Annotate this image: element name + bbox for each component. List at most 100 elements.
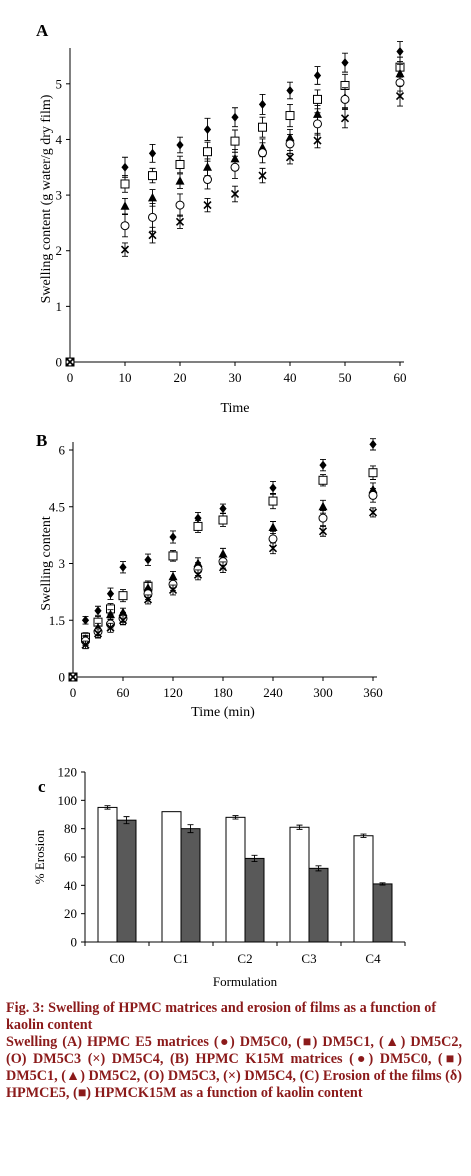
b-point-s4 [318, 527, 328, 536]
c-error-bar [187, 824, 194, 834]
cross-marker [143, 595, 153, 604]
diamond-marker [106, 589, 115, 599]
c-y-axis-title: % Erosion [32, 829, 47, 884]
c-y-tick-label: 20 [64, 906, 77, 921]
a-point-s3 [203, 175, 212, 185]
a-point-s1 [285, 111, 295, 121]
a-panel-label: A [36, 21, 49, 40]
b-point-s2 [143, 583, 153, 592]
c-error-bar [379, 882, 386, 886]
c-bar-s1 [308, 867, 329, 943]
diamond-marker [286, 85, 294, 95]
a-point-s2 [175, 176, 185, 185]
a-point-s4 [148, 231, 157, 240]
a-y-tick-label: 4 [56, 132, 63, 147]
a-y-tick-label: 3 [56, 188, 63, 203]
b-y-tick-label: 1.5 [49, 613, 65, 628]
b-point-s2 [318, 501, 328, 511]
cross-marker [258, 171, 267, 180]
a-point-s3 [148, 212, 157, 222]
a-y-tick-label: 5 [56, 76, 63, 91]
c-category-label: C0 [109, 951, 124, 966]
cross-marker [318, 527, 328, 536]
a-point-s1 [148, 171, 157, 181]
a-point-s3 [340, 94, 350, 104]
square-marker [218, 515, 228, 525]
b-x-tick-label: 360 [363, 685, 383, 700]
a-x-tick-label: 20 [174, 370, 187, 385]
a-point-s3 [120, 221, 130, 231]
a-point-s4 [285, 153, 295, 162]
cross-marker [65, 357, 75, 367]
triangle-marker [318, 501, 328, 511]
a-point-s1 [203, 147, 212, 157]
diamond-marker [81, 615, 90, 625]
c-y-tick-label: 80 [64, 821, 77, 836]
cross-marker [68, 672, 78, 682]
b-point-s4 [93, 629, 103, 638]
c-bar-s0 [97, 806, 118, 943]
circle-marker [148, 212, 157, 222]
caption-body: Swelling (A) HPMC E5 matrices (●) DM5C0,… [6, 1034, 462, 1101]
a-x-tick-label: 0 [67, 370, 74, 385]
c-error-bar [123, 816, 130, 825]
circle-marker [203, 175, 212, 185]
a-point-s4 [395, 91, 405, 101]
cross-marker [148, 231, 157, 240]
diamond-marker [341, 58, 349, 68]
c-error-bar [251, 854, 258, 862]
diamond-marker [119, 562, 127, 572]
circle-marker [285, 139, 295, 149]
square-marker [313, 94, 322, 104]
b-panel-label: B [36, 431, 47, 450]
a-x-tick-label: 40 [284, 370, 297, 385]
a-y-tick-label: 2 [56, 243, 63, 258]
diamond-marker [319, 460, 327, 470]
a-point-s4 [203, 201, 212, 210]
b-point-s4 [268, 544, 278, 553]
triangle-marker [106, 609, 115, 619]
cross-marker [218, 563, 228, 572]
diamond-marker [94, 606, 102, 616]
c-category-label: C4 [365, 951, 381, 966]
cross-marker [230, 189, 240, 199]
b-point-s0 [219, 504, 227, 514]
square-marker [230, 136, 240, 146]
a-point-s0 [313, 70, 322, 80]
circle-marker [268, 534, 278, 544]
caption-title: Fig. 3: Swelling of HPMC matrices and er… [6, 1000, 437, 1033]
b-point-s0 [269, 483, 277, 493]
circle-marker [175, 200, 185, 210]
circle-marker [395, 78, 405, 88]
b-point-s1 [118, 591, 128, 601]
a-point-s0 [341, 58, 349, 68]
b-point-s1 [168, 551, 178, 561]
square-marker [318, 475, 328, 485]
a-y-tick-label: 1 [56, 299, 63, 314]
square-marker [268, 496, 278, 506]
a-point-s3 [285, 139, 295, 149]
b-x-tick-label: 240 [263, 685, 283, 700]
c-bar-s0 [353, 835, 374, 943]
square-marker [258, 122, 267, 132]
a-point-s1 [230, 136, 240, 146]
a-point-s0 [176, 140, 184, 150]
square-marker [285, 111, 295, 121]
a-point-s0 [121, 162, 129, 172]
c-bar-s0 [289, 826, 310, 943]
a-point-s0 [396, 47, 404, 57]
c-bar-s0 [161, 811, 182, 943]
a-point-s3 [395, 78, 405, 88]
b-point-s3 [368, 490, 378, 500]
a-point-s2 [203, 162, 212, 171]
c-error-bar [104, 805, 111, 810]
diamond-marker [396, 47, 404, 57]
diamond-marker [258, 99, 267, 109]
b-point-s0 [119, 562, 127, 572]
a-point-s1 [258, 122, 267, 132]
b-point-s1 [218, 515, 228, 525]
a-point-s0 [203, 124, 212, 134]
c-error-bar [360, 833, 367, 838]
cross-marker [81, 640, 90, 649]
